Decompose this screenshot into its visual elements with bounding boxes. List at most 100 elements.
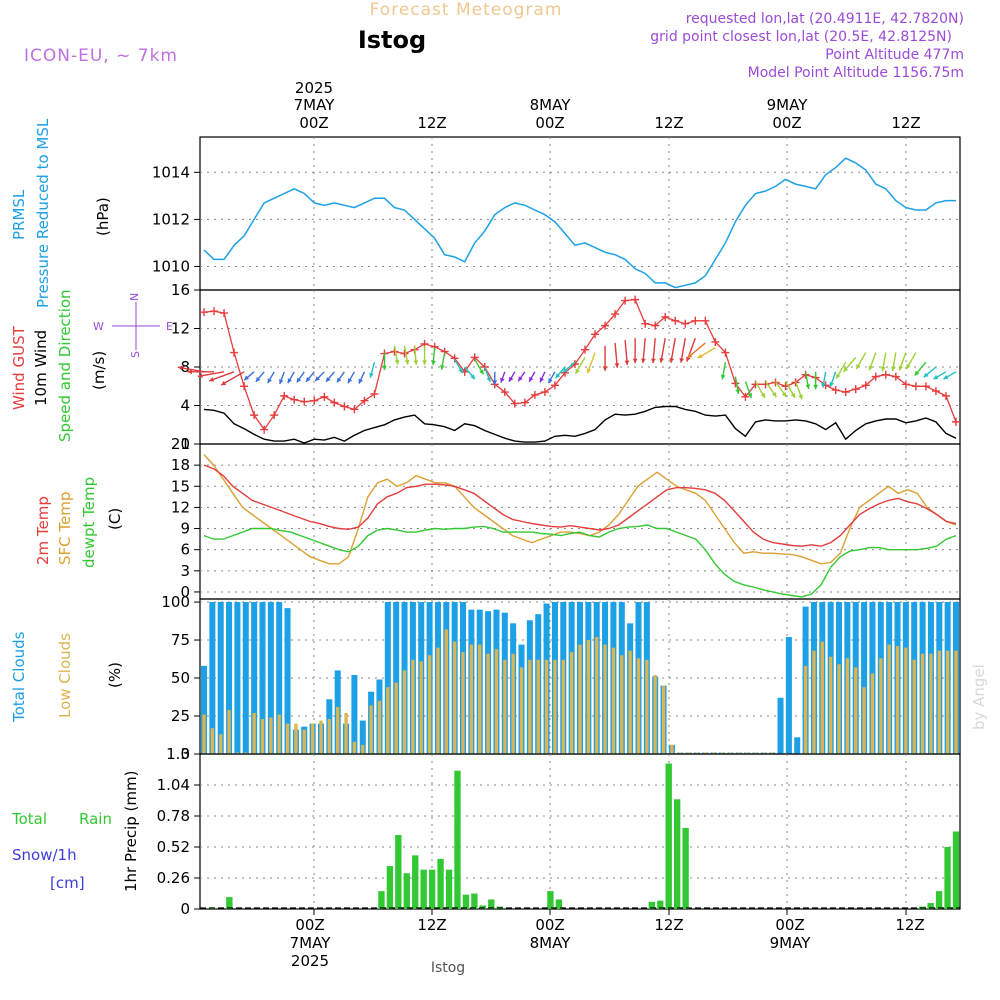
wind-ytick-label-2: 8: [180, 358, 190, 376]
low-cloud-bar-12: [302, 729, 306, 754]
total-cloud-bar-1: [209, 602, 216, 754]
bottom-time-axis: 00Z 12Z 00Z 12Z 00Z 12Z 7MAY 8MAY 9MAY 2…: [290, 916, 925, 970]
temperature-ytick-label-2: 6: [180, 541, 190, 559]
low-cloud-bar-45: [578, 644, 582, 754]
low-cloud-bar-89: [945, 650, 950, 754]
wind-arrowhead-32: [518, 376, 523, 382]
gust-marker-66: [861, 381, 870, 390]
gust-label: Wind GUST: [10, 325, 28, 410]
wind-arrowhead-17: [369, 372, 374, 378]
panel-pressure: 1010 1012 1014: [152, 136, 961, 291]
wind-ytick-label-3: 12: [171, 320, 190, 338]
low-cloud-bar-41: [544, 659, 549, 754]
wind-arrowhead-26: [470, 374, 475, 380]
gust-marker-72: [921, 382, 930, 391]
rain-bar-34: [488, 899, 495, 909]
rain-bar-57: [682, 827, 689, 909]
gust-marker-43: [631, 295, 640, 304]
temperature-ytick-label-0: 0: [180, 583, 190, 601]
low-cloud-bar-55: [661, 685, 666, 754]
precip-ytick-label-3: 0.78: [157, 807, 190, 825]
wind-arrowhead-75: [943, 374, 949, 380]
wind-arrowhead-40: [602, 366, 608, 371]
gust-marker-10: [300, 397, 309, 406]
bottom-hour-5: 00Z: [775, 916, 804, 934]
wind-arrowhead-24: [440, 365, 445, 370]
gust-marker-49: [691, 316, 700, 325]
temperature-ytick-label-7: 21: [171, 435, 190, 453]
wind-arrowhead-60: [805, 384, 811, 390]
model-label: ICON-EU, ~ 7km: [24, 46, 178, 66]
gust-marker-71: [911, 382, 920, 391]
gust-marker-70: [901, 380, 910, 389]
low-cloud-bar-60: [703, 752, 707, 754]
t2m-label: 2m Temp: [34, 496, 52, 565]
low-cloud-bar-0: [202, 714, 206, 754]
clouds-ytick-label-0: 0: [180, 745, 190, 763]
gust-marker-40: [601, 321, 610, 330]
panels: 1010101210140481216036912151821025507510…: [152, 136, 961, 918]
snow-unit-label: [cm]: [50, 874, 85, 892]
total-cloud-bar-0: [200, 665, 208, 754]
gust-marker-7: [270, 411, 279, 420]
total-cloud-bar-69: [777, 697, 784, 754]
wind-arrowhead-43: [632, 358, 638, 364]
compass-w: W: [93, 320, 104, 333]
wind-ytick-label-0: 0: [180, 435, 190, 453]
low-cloud-bar-47: [595, 636, 599, 754]
pressure-unit-label: (hPa): [94, 197, 112, 236]
low-cloud-bar-48: [603, 644, 607, 754]
low-cloud-bar-73: [812, 650, 816, 754]
wind-arrowhead-23: [431, 360, 436, 366]
low-cloud-bar-17: [344, 712, 348, 754]
low-cloud-bar-44: [569, 652, 574, 754]
wind-arrowhead-55: [760, 392, 765, 398]
top-hour-1: 00Z: [299, 114, 328, 132]
pressure-ytick-label-0: 1010: [152, 257, 190, 275]
temperature-labels: 2m Temp SFC Temp dewpt Temp (C): [34, 477, 124, 568]
panel-wind: 0 4 8 12 16: [171, 281, 961, 453]
low-cloud-bar-21: [377, 700, 382, 754]
total-cloud-bar-23: [393, 602, 400, 754]
total-cloud-bar-22: [384, 602, 391, 754]
low-cloud-bar-83: [895, 646, 900, 754]
wind-arrow-3: [208, 371, 235, 382]
low-cloud-bar-8: [269, 717, 273, 754]
wind-arrowhead-48: [679, 358, 685, 363]
low-cloud-bar-82: [887, 644, 891, 754]
low-cloud-bar-54: [653, 674, 657, 754]
bottom-date-8may: 8MAY: [530, 934, 572, 952]
wind-arrowhead-15: [347, 378, 353, 384]
wind-arrowhead-39: [586, 368, 592, 374]
gust-marker-32: [520, 398, 529, 407]
pressure-labels: PRMSL Pressure Reduced to MSL (hPa): [10, 118, 112, 308]
wind-arrowhead-47: [669, 358, 675, 363]
total-cloud-bar-10: [284, 608, 291, 754]
low-cloud-bar-86: [920, 653, 925, 754]
low-cloud-bar-27: [427, 655, 432, 754]
rain-bar-26: [420, 869, 427, 909]
rain-bar-86: [927, 903, 934, 909]
rain-bar-23: [395, 835, 402, 909]
bottom-date-9may: 9MAY: [770, 934, 812, 952]
low-cloud-bar-59: [695, 752, 699, 754]
gust-marker-34: [540, 388, 549, 397]
low-cloud-bar-7: [260, 719, 265, 754]
gust-marker-45: [651, 321, 660, 330]
temp-unit-label: (C): [106, 508, 124, 530]
low-cloud-bar-20: [369, 705, 373, 754]
gridpoint-coords: grid point closest lon,lat (20.5E, 42.81…: [650, 29, 952, 45]
wind-arrowhead-22: [422, 360, 427, 365]
temperature-ytick-label-4: 12: [171, 498, 190, 516]
gust-marker-1: [210, 307, 219, 316]
low-cloud-bar-74: [820, 641, 824, 754]
clouds-ytick-label-1: 25: [171, 707, 190, 725]
gust-marker-17: [370, 389, 379, 398]
wind-arrowhead-67: [868, 365, 874, 371]
panel-temperature: 0 3 6 9 12 15 18 21: [171, 435, 961, 601]
wind-arrowhead-69: [890, 366, 896, 372]
low-cloud-bar-50: [620, 655, 624, 754]
low-cloud-bar-11: [294, 723, 298, 754]
bottom-hour-1: 00Z: [295, 916, 324, 934]
gust-marker-20: [400, 349, 409, 358]
